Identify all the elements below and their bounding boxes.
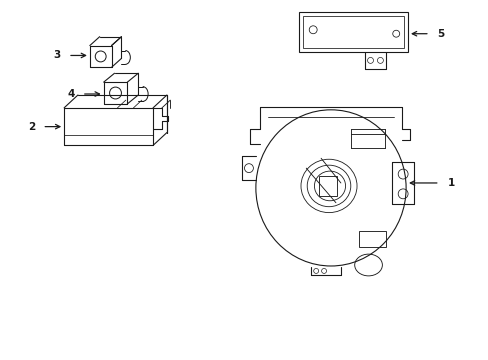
Bar: [303, 16, 403, 48]
Text: 2: 2: [28, 122, 35, 132]
Text: 3: 3: [54, 50, 61, 60]
Text: 1: 1: [447, 178, 454, 188]
Bar: [358, 231, 386, 247]
Bar: [319, 176, 336, 196]
Text: 4: 4: [67, 89, 75, 99]
Bar: [299, 12, 407, 51]
Text: 5: 5: [436, 29, 444, 39]
